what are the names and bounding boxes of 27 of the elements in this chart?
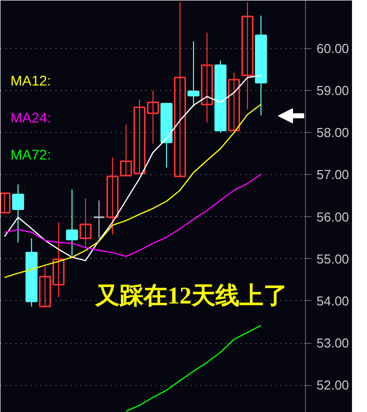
y-tick-label: 54.00 (316, 293, 350, 308)
y-tick-label: 56.00 (316, 209, 350, 224)
line-series (4, 74, 262, 262)
y-tick-label: 58.00 (316, 125, 350, 140)
y-tick-label: 57.00 (316, 167, 350, 182)
candlestick (241, 2, 254, 110)
line-series (125, 324, 262, 412)
candlestick (80, 198, 92, 248)
candlestick (66, 188, 78, 256)
y-tick-label: 60.00 (316, 40, 350, 56)
line-series (4, 174, 262, 257)
candlestick (12, 184, 24, 243)
y-tick-label: 52.00 (316, 378, 350, 393)
y-tick-label: 55.00 (316, 251, 350, 266)
line-series (4, 104, 262, 278)
y-tick-label: 59.00 (316, 83, 350, 98)
y-tick-label: 53.00 (316, 336, 350, 351)
candlestick (187, 40, 200, 108)
candlestick (92, 200, 106, 239)
annotation: 又踩在12天线上了 (94, 282, 288, 310)
text: MA72: (10, 146, 51, 162)
candlestick (174, 2, 186, 178)
candlestick (228, 72, 240, 132)
candlestick (106, 156, 119, 235)
candlestick (200, 32, 213, 124)
text: MA24: (10, 110, 51, 126)
text: MA12: (10, 72, 51, 88)
